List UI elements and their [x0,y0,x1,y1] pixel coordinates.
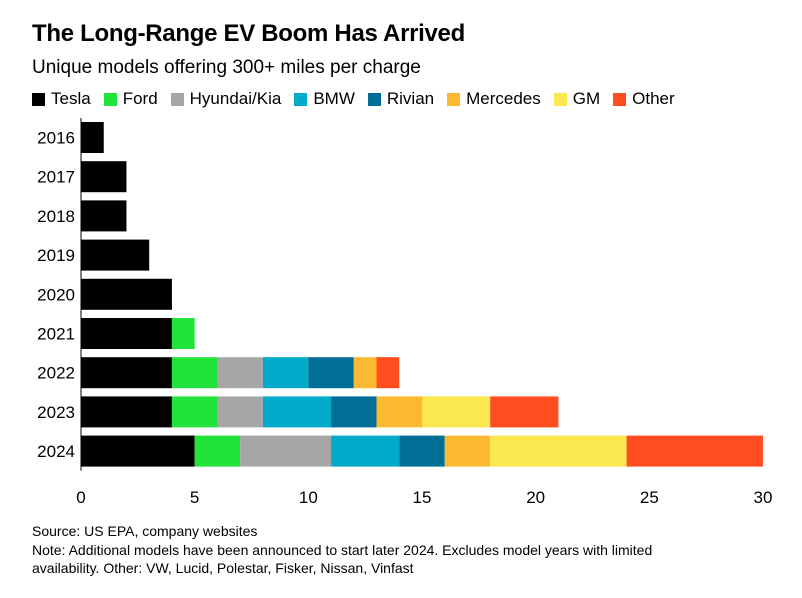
bar-segment-tesla-2023 [81,396,172,428]
legend-item: BMW [294,89,355,109]
legend-swatch [170,92,184,106]
legend-swatch [367,92,381,106]
x-tick-label: 10 [299,488,318,507]
bar-segment-other-2024 [626,435,763,467]
y-tick-label: 2017 [37,168,75,187]
bar-segment-tesla-2019 [81,239,150,271]
legend-swatch [294,92,308,106]
legend-item: Ford [103,89,158,109]
bar-segment-rivian-2024 [399,435,445,467]
bar-segment-rivian-2022 [308,357,354,389]
bar-segment-other-2022 [376,357,400,389]
x-tick-label: 15 [413,488,432,507]
legend-item: GM [553,89,601,109]
bar-segment-tesla-2016 [81,122,104,153]
chart-subtitle: Unique models offering 300+ miles per ch… [32,57,421,78]
y-tick-label: 2019 [37,246,75,265]
bar-segment-mercedes-2023 [376,396,422,428]
chart-legend: Tesla Ford Hyundai/Kia BMW Rivian Mercedes GM O… [32,89,688,109]
stacked-bar-chart: 2016 2017 2018 2019 2020 2021 2022 2023 2024 0 5 10… [37,118,773,507]
bar-segment-tesla-2022 [81,357,172,389]
bar-segment-other-2023 [490,396,559,428]
bar-segment-ford-2024 [194,435,241,467]
bar-segment-rivian-2023 [331,396,377,428]
source-note: Source: US EPA, company websites [32,523,258,539]
bar-segment-gm-2023 [422,396,491,428]
legend-swatch [553,92,567,106]
bar-segment-tesla-2017 [81,161,127,193]
bar-segment-mercedes-2024 [444,435,491,467]
legend-label: Hyundai/Kia [189,89,282,108]
bar-segment-bmw-2023 [262,396,332,428]
bar-segment-mercedes-2022 [353,357,377,389]
x-tick-label: 25 [640,488,659,507]
legend-item: Tesla [32,89,91,109]
y-tick-label: 2016 [37,129,75,148]
bar-segment-bmw-2022 [262,357,309,389]
y-tick-label: 2021 [37,325,75,344]
bar-segment-ford-2022 [171,357,218,389]
legend-label: Mercedes [466,89,541,108]
x-tick-label: 30 [754,488,773,507]
legend-label: Ford [122,89,158,108]
bar-segment-tesla-2021 [81,318,172,349]
legend-swatch [447,92,461,106]
legend-label: BMW [313,89,355,108]
legend-label: Rivian [386,89,435,108]
y-tick-label: 2020 [37,285,75,304]
bar-segment-tesla-2020 [81,278,172,310]
legend-swatch [32,92,45,106]
bar-segment-hyundai-kia-2023 [217,396,263,428]
bar-segment-bmw-2024 [331,435,400,467]
footnote-line-1: Note: Additional models have been announ… [32,541,653,558]
x-tick-label: 5 [190,488,199,507]
y-tick-label: 2024 [37,442,75,461]
legend-label: Tesla [51,89,91,108]
bar-segment-hyundai-kia-2022 [217,357,263,389]
legend-label: GM [572,89,601,108]
bar-segment-hyundai-kia-2024 [240,435,332,467]
x-tick-label: 0 [76,488,85,507]
legend-item: Mercedes [447,89,541,109]
chart-notes: Source: US EPA, company websites Note: A… [32,522,792,578]
chart-title: The Long-Range EV Boom Has Arrived [32,20,465,47]
y-tick-label: 2022 [37,364,75,383]
bar-segment-tesla-2024 [81,435,195,467]
legend-item: Hyundai/Kia [170,89,282,109]
bar-segment-tesla-2018 [81,200,127,232]
legend-label: Other [632,89,675,108]
y-tick-label: 2023 [37,403,75,422]
legend-swatch [103,92,117,106]
bar-segment-ford-2023 [171,396,218,428]
legend-swatch [613,92,627,106]
bar-segment-gm-2024 [490,435,627,467]
y-tick-label: 2018 [37,207,75,226]
legend-item: Rivian [367,89,435,109]
footnote-line-2: availability. Other: VW, Lucid, Polestar… [32,560,414,576]
x-tick-label: 20 [526,488,545,507]
legend-item: Other [613,89,675,109]
bar-segment-ford-2021 [171,318,195,349]
